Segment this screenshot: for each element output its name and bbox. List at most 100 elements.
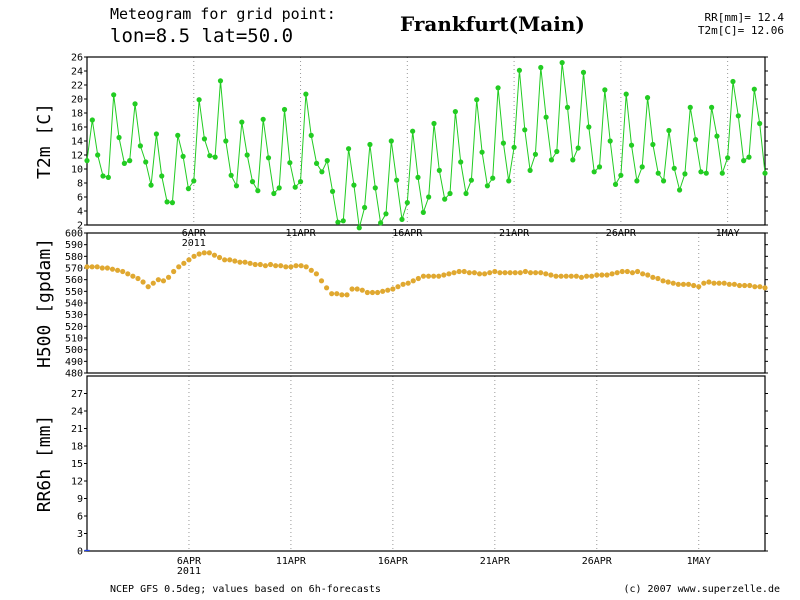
t2m-point	[725, 155, 731, 161]
h500-point	[339, 292, 345, 298]
h500-point	[752, 284, 758, 290]
t2m-point	[127, 158, 133, 164]
h500-point	[456, 268, 462, 275]
h500-point	[374, 289, 381, 296]
t2m-point	[132, 101, 138, 107]
h500-point	[318, 278, 325, 284]
t2m-point	[655, 170, 661, 176]
t2m-point	[415, 174, 421, 180]
h500-point	[507, 270, 513, 276]
t2m-point	[410, 128, 416, 134]
h500-point	[262, 263, 269, 269]
t2m-point	[100, 173, 106, 179]
t2m-point	[399, 216, 405, 222]
h500-point	[731, 281, 738, 287]
h500-point	[680, 281, 687, 287]
h500-point	[201, 250, 207, 256]
h500-point	[675, 281, 681, 287]
h500-point	[104, 265, 110, 271]
y-tick-label: 14	[71, 137, 83, 148]
t2m-point	[287, 160, 293, 166]
t2m-point	[345, 146, 352, 152]
h500-point	[155, 277, 161, 283]
t2m-point	[313, 160, 320, 166]
h500-point	[441, 272, 447, 278]
t2m-point	[180, 153, 186, 159]
t2m-point	[500, 140, 507, 146]
h500-point	[349, 286, 355, 292]
y-tick-label: 8	[77, 179, 83, 190]
h500-point	[660, 278, 666, 284]
t2m-point	[303, 91, 309, 97]
h500-point	[415, 275, 421, 282]
t2m-point	[741, 158, 747, 164]
h500-point	[257, 261, 263, 268]
h500-point	[650, 274, 656, 280]
h500-point	[176, 264, 182, 270]
h500-point	[395, 284, 401, 290]
y-tick-label: 0	[77, 547, 83, 558]
h500-point	[252, 261, 258, 268]
h500-point	[446, 271, 452, 277]
h500-point	[222, 257, 228, 263]
h500-point	[364, 289, 370, 296]
h500-point	[553, 273, 559, 279]
h500-point	[665, 279, 671, 285]
t2m-point	[137, 143, 143, 149]
h500-point	[120, 268, 126, 275]
h500-point	[594, 272, 600, 278]
h500-point	[685, 281, 692, 287]
h500-point	[527, 270, 534, 276]
y-axis-label: T2m [C]	[34, 103, 55, 179]
h500-point	[308, 267, 314, 273]
t2m-point	[639, 164, 645, 170]
y-tick-label: 530	[65, 310, 83, 321]
h500-point	[578, 274, 585, 280]
y-tick-label: 22	[71, 81, 83, 92]
t2m-point	[223, 138, 229, 144]
t2m-point	[612, 181, 619, 187]
y-tick-label: 20	[71, 95, 83, 106]
t2m-point	[420, 209, 426, 215]
h500-point	[711, 280, 717, 286]
t2m-point	[564, 104, 571, 110]
t2m-point	[751, 86, 757, 92]
h500-point	[410, 278, 416, 284]
h500-point	[237, 259, 243, 265]
t2m-point	[575, 145, 581, 151]
h500-point	[420, 273, 427, 279]
h500-point	[171, 268, 177, 275]
h500-point	[385, 287, 391, 293]
h500-point	[431, 273, 437, 279]
t2m-point	[436, 167, 442, 173]
h500-point	[283, 264, 289, 270]
t2m-point	[319, 169, 325, 175]
x-tick-label: 1MAY	[687, 556, 711, 567]
t2m-point	[628, 142, 635, 148]
x-tick-label: 26APR	[582, 556, 613, 567]
t2m-point	[687, 104, 693, 110]
t2m-point	[153, 131, 160, 137]
t2m-point	[650, 141, 656, 148]
y-axis-label: H500 [gpdam]	[34, 238, 55, 368]
t2m-point	[159, 173, 165, 179]
h500-point	[497, 270, 503, 276]
t2m-point	[111, 92, 117, 98]
t2m-point	[276, 185, 282, 191]
h500-point	[232, 258, 238, 264]
h500-point	[736, 282, 743, 289]
t2m-point	[447, 190, 453, 197]
t2m-point	[543, 114, 549, 120]
h500-point	[599, 272, 605, 278]
h500-point	[247, 260, 253, 266]
t2m-point	[212, 154, 218, 160]
t2m-point	[255, 188, 261, 194]
h500-point	[313, 271, 319, 277]
h500-point	[436, 273, 442, 279]
h500-point	[706, 279, 712, 285]
y-tick-label: 500	[65, 345, 83, 356]
h500-point	[329, 291, 335, 297]
y-tick-label: 560	[65, 275, 83, 286]
t2m-point	[394, 177, 400, 183]
y-tick-label: 15	[71, 459, 83, 470]
